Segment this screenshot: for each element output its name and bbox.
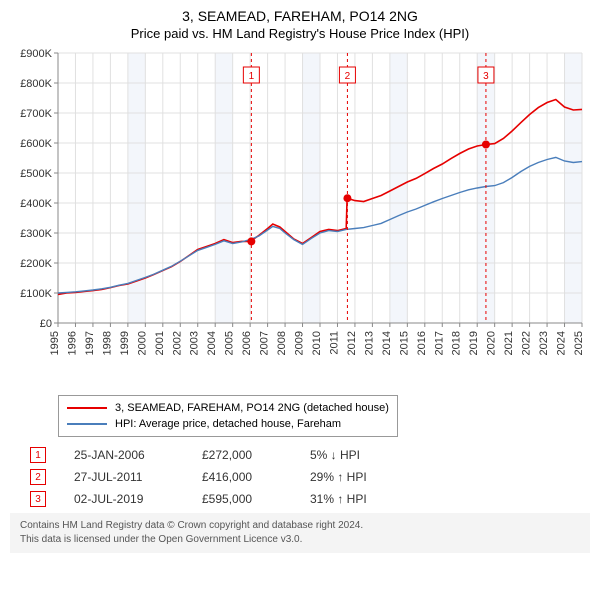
- svg-text:2022: 2022: [521, 331, 533, 355]
- svg-text:2004: 2004: [206, 331, 218, 355]
- svg-text:1: 1: [249, 71, 255, 82]
- legend-item: HPI: Average price, detached house, Fare…: [67, 416, 389, 432]
- legend-item: 3, SEAMEAD, FAREHAM, PO14 2NG (detached …: [67, 400, 389, 416]
- footer-line-1: Contains HM Land Registry data © Crown c…: [20, 519, 580, 533]
- legend-swatch: [67, 407, 107, 409]
- svg-text:2014: 2014: [381, 331, 393, 355]
- chart-subtitle: Price paid vs. HM Land Registry's House …: [10, 26, 590, 41]
- svg-text:2025: 2025: [573, 331, 585, 355]
- svg-text:2: 2: [345, 71, 351, 82]
- svg-text:1997: 1997: [84, 331, 96, 355]
- sale-row-marker: 3: [30, 491, 46, 507]
- svg-text:2019: 2019: [468, 331, 480, 355]
- sale-row-date: 02-JUL-2019: [74, 492, 174, 506]
- svg-text:2015: 2015: [398, 331, 410, 355]
- sale-point-2: [343, 194, 351, 202]
- svg-text:3: 3: [483, 71, 489, 82]
- svg-text:2003: 2003: [189, 331, 201, 355]
- svg-text:£300K: £300K: [20, 228, 52, 240]
- footer-line-2: This data is licensed under the Open Gov…: [20, 533, 580, 547]
- svg-text:2000: 2000: [136, 331, 148, 355]
- sale-row: 3 02-JUL-2019 £595,000 31% ↑ HPI: [30, 491, 590, 507]
- svg-text:1996: 1996: [66, 331, 78, 355]
- sale-row-date: 27-JUL-2011: [74, 470, 174, 484]
- svg-text:2006: 2006: [241, 331, 253, 355]
- svg-text:1998: 1998: [101, 331, 113, 355]
- footer-attribution: Contains HM Land Registry data © Crown c…: [10, 513, 590, 553]
- svg-text:2023: 2023: [538, 331, 550, 355]
- svg-text:2008: 2008: [276, 331, 288, 355]
- svg-text:2013: 2013: [363, 331, 375, 355]
- sale-row: 2 27-JUL-2011 £416,000 29% ↑ HPI: [30, 469, 590, 485]
- svg-text:1995: 1995: [49, 331, 61, 355]
- svg-text:2005: 2005: [224, 331, 236, 355]
- chart-legend: 3, SEAMEAD, FAREHAM, PO14 2NG (detached …: [58, 395, 398, 437]
- sale-row-diff: 29% ↑ HPI: [310, 470, 410, 484]
- sale-point-1: [247, 237, 255, 245]
- sale-row-marker: 1: [30, 447, 46, 463]
- svg-text:£700K: £700K: [20, 108, 52, 120]
- svg-text:2001: 2001: [154, 331, 166, 355]
- sale-row-price: £272,000: [202, 448, 282, 462]
- svg-text:2017: 2017: [433, 331, 445, 355]
- svg-text:£0: £0: [40, 318, 52, 330]
- svg-text:2011: 2011: [328, 331, 340, 355]
- svg-text:2009: 2009: [294, 331, 306, 355]
- sale-point-3: [482, 141, 490, 149]
- svg-text:2020: 2020: [486, 331, 498, 355]
- svg-text:£400K: £400K: [20, 198, 52, 210]
- chart-title: 3, SEAMEAD, FAREHAM, PO14 2NG: [10, 8, 590, 24]
- sale-row-date: 25-JAN-2006: [74, 448, 174, 462]
- svg-text:£200K: £200K: [20, 258, 52, 270]
- sale-row-diff: 5% ↓ HPI: [310, 448, 410, 462]
- sale-row-marker: 2: [30, 469, 46, 485]
- svg-text:£500K: £500K: [20, 168, 52, 180]
- svg-text:2010: 2010: [311, 331, 323, 355]
- legend-label: 3, SEAMEAD, FAREHAM, PO14 2NG (detached …: [115, 400, 389, 416]
- legend-swatch: [67, 423, 107, 425]
- svg-text:2024: 2024: [556, 331, 568, 355]
- svg-text:2002: 2002: [171, 331, 183, 355]
- chart-plot-area: £0 £100K £200K £300K £400K £500K £600K £700K £80…: [10, 47, 590, 387]
- svg-text:2012: 2012: [346, 331, 358, 355]
- svg-text:1999: 1999: [119, 331, 131, 355]
- sale-row-price: £416,000: [202, 470, 282, 484]
- sale-row: 1 25-JAN-2006 £272,000 5% ↓ HPI: [30, 447, 590, 463]
- svg-text:£100K: £100K: [20, 288, 52, 300]
- legend-label: HPI: Average price, detached house, Fare…: [115, 416, 341, 432]
- svg-text:£900K: £900K: [20, 48, 52, 60]
- svg-text:£800K: £800K: [20, 78, 52, 90]
- svg-text:2021: 2021: [503, 331, 515, 355]
- svg-text:2018: 2018: [451, 331, 463, 355]
- svg-text:£600K: £600K: [20, 138, 52, 150]
- chart-svg: £0 £100K £200K £300K £400K £500K £600K £700K £80…: [10, 47, 590, 387]
- sale-row-price: £595,000: [202, 492, 282, 506]
- svg-text:2016: 2016: [416, 331, 428, 355]
- svg-text:2007: 2007: [259, 331, 271, 355]
- sale-row-diff: 31% ↑ HPI: [310, 492, 410, 506]
- sales-table: 1 25-JAN-2006 £272,000 5% ↓ HPI 2 27-JUL-2011…: [30, 447, 590, 507]
